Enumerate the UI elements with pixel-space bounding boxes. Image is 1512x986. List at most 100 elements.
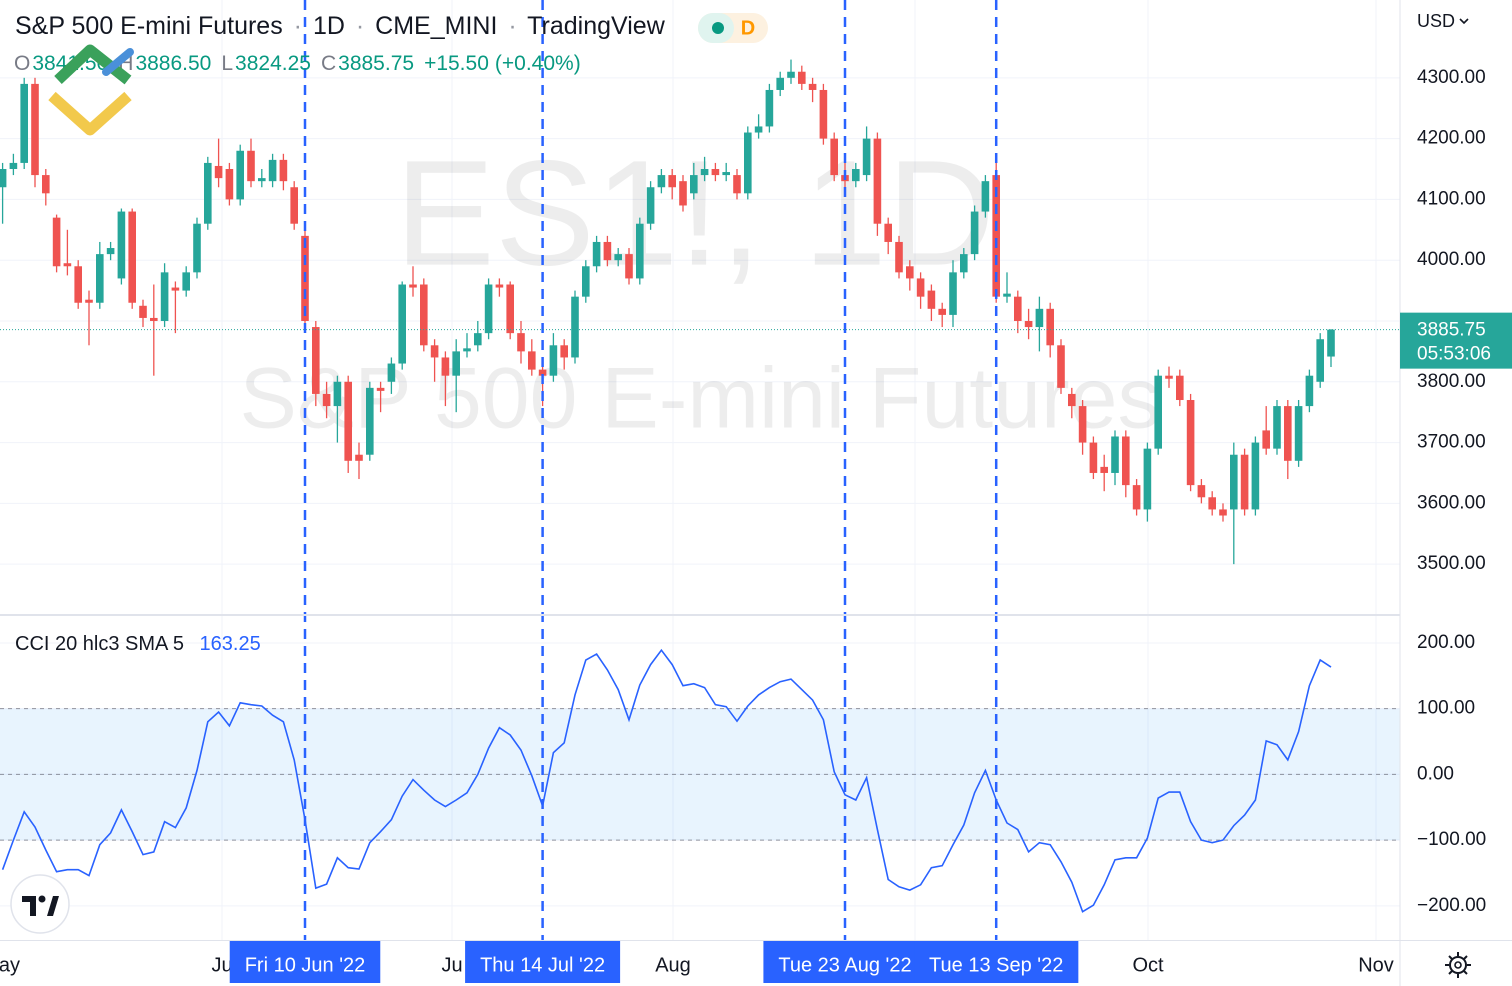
candle-body [657,175,666,188]
candle-body [582,266,590,297]
candle-body [970,211,979,255]
candle-body [1230,454,1238,510]
settings-button[interactable] [1445,952,1471,978]
candle-body [1208,497,1216,510]
band-layer [0,708,1400,841]
candle-body [279,159,288,182]
candle-body [614,254,622,261]
y-tick-label: 4200.00 [1417,128,1486,149]
candle-body [1100,466,1108,473]
candle-body [398,284,406,364]
y-tick-label: 100.00 [1417,698,1475,719]
indicator-value: 163.25 [200,633,261,655]
candle-body [938,308,946,315]
date-marker-label-bg [465,941,621,983]
candle-body [160,272,169,321]
candle-body [960,254,968,273]
currency-label[interactable]: USD [1417,11,1455,31]
candle-body [258,178,266,182]
candle-body [690,175,698,194]
candle-body [776,77,784,90]
candle-body [1089,442,1098,473]
time-axis-label: Nov [1358,954,1394,976]
date-marker-label: Fri 10 Jun '22 [245,954,366,976]
candle-body [409,284,417,288]
currency-caret[interactable] [1459,18,1469,25]
status-badge: D [698,13,768,43]
candle-body [1111,436,1119,473]
candle-body [787,71,795,78]
candle-body [852,169,860,182]
date-marker-label: Tue 23 Aug '22 [778,954,911,976]
candle-body [862,138,871,176]
y-tick-label: 4100.00 [1417,188,1486,209]
ohlc-value: 3885.75 [338,52,414,75]
candle-body [927,290,936,309]
candle-body [636,223,644,279]
candle-body [1068,393,1076,407]
candle-body [1197,485,1206,498]
candle-body [506,284,514,334]
candle-body [1014,296,1022,321]
candle-body [1154,375,1162,449]
candle-body [247,150,255,182]
candle-body [1143,448,1152,510]
candle-body [560,345,568,358]
candle-body [495,284,504,288]
candle-body [117,211,126,279]
gear-teeth [1445,952,1471,978]
candle-body [722,172,730,176]
logo-shape [22,896,36,916]
candle-body [31,83,39,176]
candle-body [344,381,352,461]
ohlc-key: L [221,52,233,75]
candle-body [538,369,547,376]
candle-body [1176,375,1184,401]
candle-body [916,278,925,297]
ohlc-value: 3824.25 [235,52,311,75]
ohlc-key: C [321,52,336,75]
separator: · [356,12,364,40]
time-axis-label: Aug [655,954,691,976]
exchange: CME_MINI [375,12,497,40]
grid-layer [0,0,1400,940]
candle-body [225,169,234,200]
candle-body [679,181,687,206]
y-tick-label: 3600.00 [1417,492,1486,513]
candle-body [528,351,536,370]
time-axis-label: Ju [211,954,232,976]
candle-body [1078,406,1087,443]
ohlc-legend: O3841.50 H3886.50 L3824.25 C3885.75 +15.50 (+… [14,52,581,75]
candle-body [52,217,61,267]
axis-layer: ay Ju Ju Aug Oct Nov 3500.00 3600.00 3700.00 3800… [0,67,1512,983]
tradingview-logo[interactable] [10,874,70,934]
candle-body [744,132,752,194]
candle-body [1024,320,1033,328]
candle-body [517,333,525,352]
candle-body [430,345,439,358]
y-tick-label: 0.00 [1417,763,1454,784]
last-price-label-bg [1400,312,1512,369]
candle-body [819,89,828,139]
logo-circle[interactable] [10,874,70,934]
candle-body [150,317,158,321]
candle-body [1186,400,1195,486]
gear-ring[interactable] [1449,956,1467,974]
candle-body [1240,454,1249,510]
candle-body [949,272,957,315]
candle-body [1294,406,1303,461]
candle-body [733,175,741,194]
candle-body [463,348,471,352]
chart-header: S&P 500 E-mini Futures · 1D · CME_MINI ·… [15,12,666,40]
candle-body [193,223,201,273]
change-value: +15.50 [424,52,489,75]
candle-body [355,454,363,461]
symbol: S&P 500 E-mini Futures [15,12,283,40]
candle-body [474,333,482,346]
candle-body [484,284,493,334]
interval: 1D [313,12,345,40]
candle-body [992,175,1000,297]
logo-shape [47,896,59,916]
candle-body [182,272,190,291]
